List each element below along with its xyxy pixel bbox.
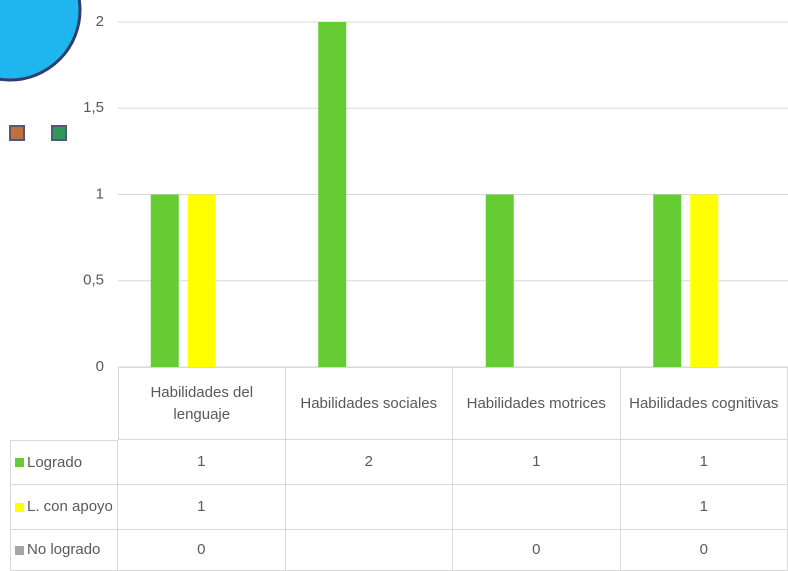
legend-entry: Logrado (10, 440, 118, 485)
table-cell (285, 485, 453, 530)
decor-circle (0, 0, 82, 82)
table-cell: 1 (453, 440, 621, 485)
legend-entry: No logrado (10, 530, 118, 571)
y-tick-label: 0 (96, 358, 104, 375)
table-cell: 0 (620, 530, 788, 571)
bar (653, 194, 682, 367)
category-header: Habilidades motrices (453, 367, 621, 440)
bar (690, 194, 719, 367)
legend-entry: L. con apoyo (10, 485, 118, 530)
category-header: Habilidades cognitivas (620, 367, 788, 440)
table-cell: 0 (118, 530, 286, 571)
bar (318, 22, 347, 367)
table-cell: 2 (285, 440, 453, 485)
table-cell: 1 (620, 485, 788, 530)
legend-label: Logrado (27, 453, 83, 471)
bar (485, 194, 514, 367)
legend-key (15, 545, 24, 555)
bar (150, 194, 179, 367)
decor-square (51, 125, 67, 141)
y-tick-label: 2 (96, 13, 104, 30)
y-tick-label: 1 (96, 185, 104, 202)
legend-key (15, 502, 24, 512)
legend-label: L. con apoyo (27, 498, 113, 515)
table-cell: 1 (118, 440, 286, 485)
decor-square (9, 125, 25, 141)
category-header: Habilidades del lenguaje (118, 367, 286, 440)
category-header: Habilidades sociales (285, 367, 453, 440)
legend-key (15, 458, 24, 467)
y-tick-label: 0,5 (83, 272, 104, 289)
table-cell: 0 (453, 530, 621, 571)
table-cell (285, 530, 453, 571)
table-cell (453, 485, 621, 530)
bar (187, 194, 216, 367)
legend-label: No logrado (27, 541, 101, 558)
table-cell: 1 (118, 485, 286, 530)
y-tick-label: 1,5 (83, 99, 104, 116)
table-cell: 1 (620, 440, 788, 485)
